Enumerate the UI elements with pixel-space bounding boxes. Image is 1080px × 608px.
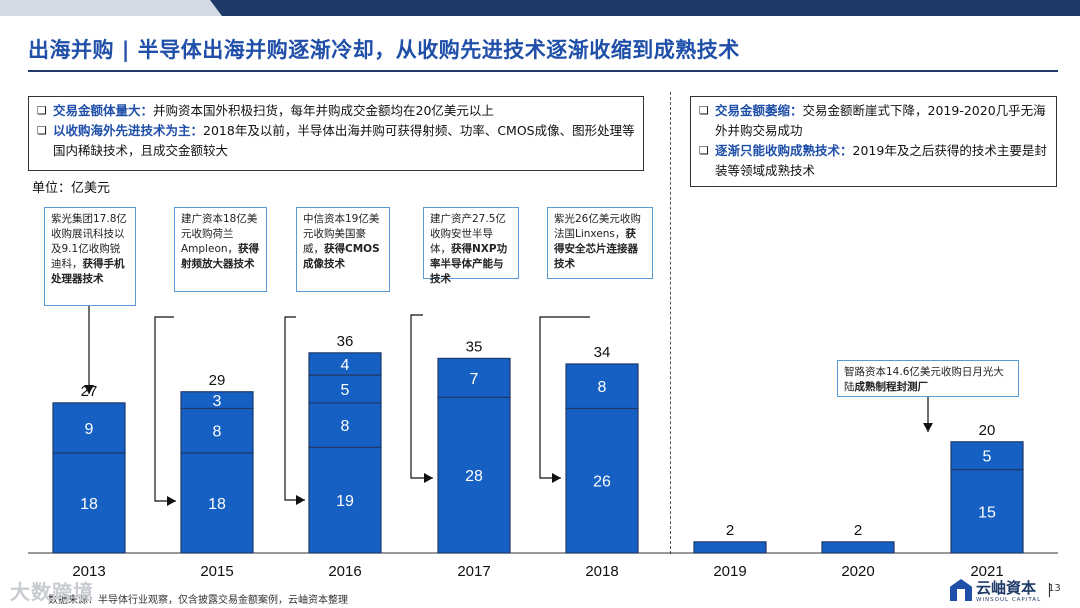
summary-heading: 以收购海外先进技术为主：	[53, 123, 204, 138]
bar-value-2016-3: 4	[341, 357, 350, 374]
bar-value-2021-1: 5	[983, 449, 992, 466]
bar-value-2016-0: 19	[336, 493, 354, 510]
callout-arrow-2015	[154, 316, 176, 502]
bar-segment-2016-2	[308, 374, 382, 404]
total-label-2016: 36	[337, 333, 354, 350]
bar-value-2015-2: 3	[213, 393, 222, 410]
bullet-icon: ❑	[37, 104, 47, 117]
bar-segment-2017-0	[437, 396, 511, 554]
bar-value-2018-0: 26	[593, 474, 611, 491]
top-banner	[0, 0, 1080, 16]
bar-segment-2017-1	[437, 357, 511, 398]
x-tick-2021: 2021	[970, 563, 1003, 580]
summary-row-shrink: ❑ 交易金额萎缩：交易金额断崖式下降，2019-2020几乎无海外并购交易成功	[699, 101, 1048, 141]
x-tick-2020: 2020	[841, 563, 874, 580]
x-tick-2013: 2013	[72, 563, 105, 580]
x-tick-2016: 2016	[328, 563, 361, 580]
callout-arrow-2016	[284, 316, 305, 501]
bar-segment-2013-0	[52, 452, 126, 554]
x-tick-2017: 2017	[457, 563, 490, 580]
bar-segment-2018-0	[565, 407, 639, 554]
total-label-2019: 2	[726, 522, 734, 539]
summary-row-tech: ❑ 以收购海外先进技术为主：2018年及以前，半导体出海并购可获得射频、功率、C…	[37, 121, 635, 161]
total-label-2021: 20	[979, 422, 996, 439]
bar-value-2016-2: 5	[341, 382, 350, 399]
summary-row-mature: ❑ 逐渐只能收购成熟技术：2019年及之后获得的技术主要是封装等领域成熟技术	[699, 141, 1048, 181]
company-logo: 云岫資本 WINSOUL CAPITAL |	[950, 578, 1052, 603]
summary-text: 2018年及以前，半导体出海并购可获得射频、功率、CMOS成像、图形处理等国内稀…	[53, 123, 635, 158]
bar-value-2017-0: 28	[465, 468, 483, 485]
total-label-2020: 2	[854, 522, 862, 539]
callout-arrow-2018-head	[552, 473, 561, 483]
watermark: 大数跨境	[10, 580, 94, 604]
callout-arrow-2016-head	[296, 495, 305, 505]
callout-2018: 紫光26亿美元收购法国Linxens，获得安全芯片连接器技术	[547, 207, 653, 279]
bar-segment-2016-1	[308, 402, 382, 448]
summary-text: 交易金额断崖式下降，2019-2020几乎无海外并购交易成功	[715, 103, 1046, 138]
bar-segment-2016-0	[308, 446, 382, 554]
bar-segment-2019-0	[693, 541, 767, 554]
logo-icon	[950, 579, 972, 601]
summary-heading: 交易金额体量大：	[53, 103, 154, 118]
unit-label: 单位：亿美元	[32, 181, 111, 196]
page-title: 出海并购 | 半导体出海并购逐渐冷却，从收购先进技术逐渐收缩到成熟技术	[28, 38, 740, 62]
summary-heading: 逐渐只能收购成熟技术：	[715, 143, 853, 158]
bar-segment-2020-0	[821, 541, 895, 554]
bar-segment-2016-3	[308, 352, 382, 376]
bar-segment-2021-0	[950, 469, 1024, 554]
logo-name: 云岫資本	[976, 578, 1037, 597]
bar-segment-2013-1	[52, 402, 126, 454]
callout-arrow-2021-head	[923, 423, 933, 432]
callout-arrow-2015-head	[167, 496, 176, 506]
callout-2016: 中信资本19亿美元收购美国豪威，获得CMOS成像技术	[296, 207, 390, 292]
bar-segment-2015-2	[180, 391, 254, 410]
callout-arrow-2013-head	[84, 385, 94, 394]
period-divider	[670, 92, 671, 554]
callout-arrow-2017-head	[424, 473, 433, 483]
bar-value-2015-1: 8	[213, 424, 222, 441]
bar-value-2017-1: 7	[470, 371, 479, 388]
summary-row-volume: ❑ 交易金额体量大：并购资本国外积极扫货，每年并购成交金额均在20亿美元以上	[37, 101, 635, 121]
logo-subtitle: WINSOUL CAPITAL	[976, 596, 1042, 603]
bar-value-2016-1: 8	[341, 418, 350, 435]
bar-segment-2015-0	[180, 452, 254, 554]
callout-2021: 智路资本14.6亿美元收购日月光大陆成熟制程封测厂	[837, 360, 1019, 397]
bar-segment-2018-1	[565, 363, 639, 410]
bullet-icon: ❑	[699, 104, 709, 117]
summary-text: 并购资本国外积极扫货，每年并购成交金额均在20亿美元以上	[153, 103, 494, 118]
x-tick-2019: 2019	[713, 563, 746, 580]
bar-segment-2021-1	[950, 441, 1024, 471]
summary-box-early: ❑ 交易金额体量大：并购资本国外积极扫货，每年并购成交金额均在20亿美元以上 ❑…	[28, 96, 644, 171]
summary-heading: 交易金额萎缩：	[715, 103, 803, 118]
summary-box-recent: ❑ 交易金额萎缩：交易金额断崖式下降，2019-2020几乎无海外并购交易成功 …	[690, 96, 1057, 187]
callout-2015: 建广资本18亿美元收购荷兰Ampleon，获得射频放大器技术	[174, 207, 267, 292]
bar-value-2018-1: 8	[598, 379, 607, 396]
x-tick-2015: 2015	[200, 563, 233, 580]
data-source: 数据来源：半导体行业观察，仅含披露交易金额案例，云岫资本整理	[48, 595, 348, 606]
bullet-icon: ❑	[37, 124, 47, 137]
bar-value-2013-0: 18	[80, 496, 98, 513]
total-label-2015: 29	[209, 372, 226, 389]
total-label-2018: 34	[594, 344, 611, 361]
bar-value-2021-0: 15	[978, 504, 996, 521]
bar-value-2015-0: 18	[208, 496, 226, 513]
bar-value-2013-1: 9	[85, 421, 94, 438]
total-label-2017: 35	[466, 338, 483, 355]
title-rule	[28, 70, 1058, 72]
page-number: 13	[1048, 583, 1061, 594]
bullet-icon: ❑	[699, 144, 709, 157]
summary-text: 2019年及之后获得的技术主要是封装等领域成熟技术	[715, 143, 1047, 178]
callout-arrow-2017	[410, 314, 433, 479]
callout-2013: 紫光集团17.8亿收购展讯科技以及9.1亿收购锐迪科，获得手机处理器技术	[44, 207, 136, 306]
callout-2017: 建广资产27.5亿收购安世半导体，获得NXP功率半导体产能与技术	[423, 207, 519, 285]
x-tick-2018: 2018	[585, 563, 618, 580]
callout-arrow-2018	[539, 316, 590, 479]
